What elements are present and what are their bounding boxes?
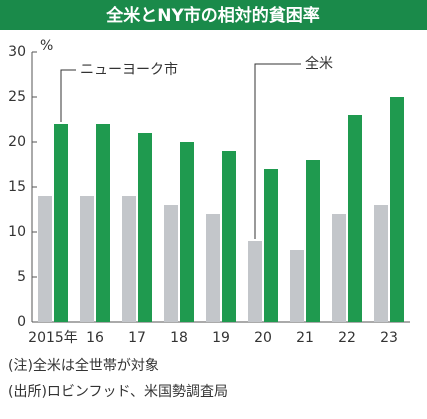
title-bar bbox=[0, 0, 427, 30]
y-tick-label: 5 bbox=[17, 269, 26, 285]
bar bbox=[264, 169, 278, 322]
bar bbox=[248, 241, 262, 322]
y-tick-label: 30 bbox=[8, 44, 26, 60]
leader-line bbox=[254, 63, 301, 239]
x-tick-label: 17 bbox=[128, 330, 146, 346]
y-tick-label: 20 bbox=[8, 134, 26, 150]
bar bbox=[138, 133, 152, 322]
bar bbox=[122, 196, 136, 322]
bar bbox=[80, 196, 94, 322]
y-tick-label: 15 bbox=[8, 179, 26, 195]
unit-label: % bbox=[40, 38, 53, 54]
x-tick-label: 23 bbox=[380, 330, 398, 346]
note: (注)全米は全世帯が対象 bbox=[8, 357, 159, 374]
y-tick-label: 25 bbox=[8, 89, 26, 105]
bar bbox=[38, 196, 52, 322]
y-tick-label: 0 bbox=[17, 314, 26, 330]
note: (出所)ロビンフッド、米国勢調査局 bbox=[8, 384, 228, 400]
x-tick-label: 19 bbox=[212, 330, 230, 346]
bar bbox=[348, 115, 362, 322]
x-tick-label: 18 bbox=[170, 330, 188, 346]
bar bbox=[54, 124, 68, 322]
leader-line bbox=[60, 69, 76, 122]
bar bbox=[96, 124, 110, 322]
bar bbox=[390, 97, 404, 322]
bar bbox=[290, 250, 304, 322]
x-tick-label: 16 bbox=[86, 330, 104, 346]
bar bbox=[306, 160, 320, 322]
legend-label: ニューヨーク市 bbox=[80, 61, 178, 78]
x-tick-label: 21 bbox=[296, 330, 314, 346]
legend-label: 全米 bbox=[305, 55, 333, 72]
y-tick-label: 10 bbox=[8, 224, 26, 240]
x-tick-label: 22 bbox=[338, 330, 356, 346]
bar bbox=[374, 205, 388, 322]
bar bbox=[164, 205, 178, 322]
x-tick-label: 2015年 bbox=[28, 330, 78, 346]
bar bbox=[222, 151, 236, 322]
bar bbox=[206, 214, 220, 322]
x-tick-label: 20 bbox=[254, 330, 272, 346]
bar bbox=[332, 214, 346, 322]
chart-title: 全米とNY市の相対的貧困率 bbox=[105, 5, 320, 26]
bar bbox=[180, 142, 194, 322]
